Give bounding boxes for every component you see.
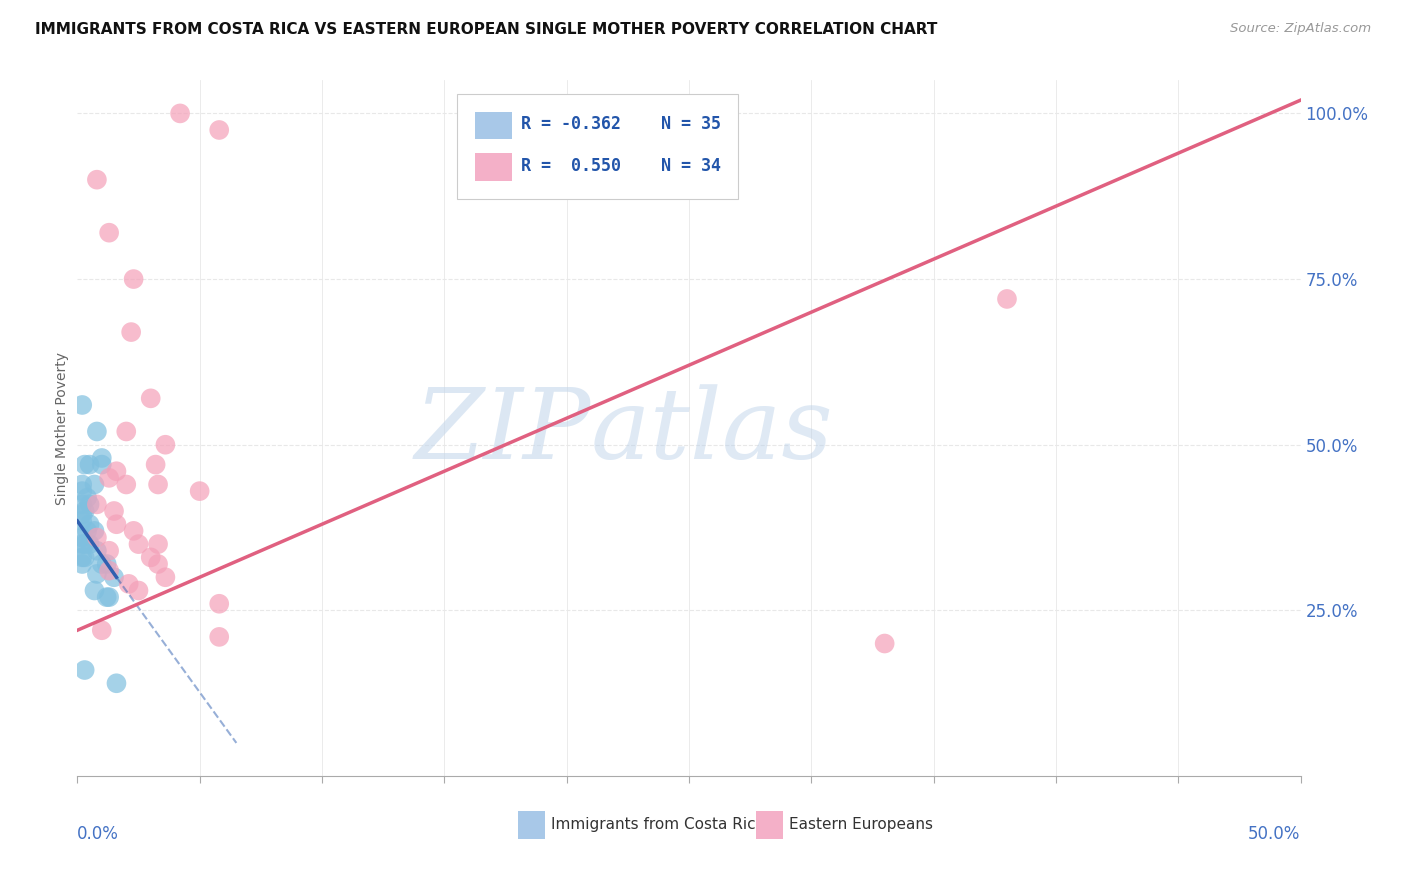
Point: [98, 471, 121, 485]
Point: [79, 497, 101, 511]
Y-axis label: Single Mother Poverty: Single Mother Poverty: [55, 351, 69, 505]
Text: R =  0.550    N = 34: R = 0.550 N = 34: [522, 157, 721, 175]
Point: [103, 504, 125, 518]
Point: [70, 550, 93, 565]
Point: [70, 484, 93, 499]
Text: Eastern Europeans: Eastern Europeans: [789, 817, 934, 832]
Point: [98, 564, 121, 578]
Point: [79, 458, 101, 472]
Point: [76, 491, 98, 505]
Point: [70, 398, 93, 412]
Point: [73, 663, 96, 677]
Point: [70, 537, 93, 551]
Bar: [756, 811, 783, 838]
Point: [70, 497, 93, 511]
Bar: [475, 153, 512, 181]
Point: [86, 566, 108, 581]
Bar: [475, 112, 512, 139]
Point: [118, 577, 141, 591]
Point: [115, 477, 138, 491]
Point: [208, 597, 231, 611]
Point: [96, 590, 118, 604]
Point: [103, 570, 125, 584]
Point: [155, 570, 177, 584]
Point: [90, 458, 112, 472]
Point: [873, 636, 896, 650]
Text: ZIP: ZIP: [415, 384, 591, 479]
Point: [122, 272, 145, 286]
Point: [98, 543, 121, 558]
Point: [105, 464, 128, 478]
Point: [155, 438, 177, 452]
Point: [105, 517, 128, 532]
Text: 50.0%: 50.0%: [1249, 825, 1301, 843]
Point: [120, 325, 142, 339]
Point: [90, 557, 112, 571]
Point: [98, 590, 121, 604]
Point: [169, 106, 191, 120]
Point: [139, 550, 162, 565]
Point: [73, 504, 96, 518]
Point: [128, 583, 150, 598]
Text: IMMIGRANTS FROM COSTA RICA VS EASTERN EUROPEAN SINGLE MOTHER POVERTY CORRELATION: IMMIGRANTS FROM COSTA RICA VS EASTERN EU…: [35, 22, 938, 37]
Point: [70, 514, 93, 528]
Point: [146, 557, 169, 571]
Point: [76, 524, 98, 538]
Bar: [517, 811, 544, 838]
Point: [146, 537, 169, 551]
Text: atlas: atlas: [591, 384, 834, 479]
Point: [83, 477, 105, 491]
Point: [208, 123, 231, 137]
Point: [188, 484, 211, 499]
Point: [98, 226, 121, 240]
Point: [128, 537, 150, 551]
Point: [70, 508, 93, 522]
Point: [73, 550, 96, 565]
Point: [105, 676, 128, 690]
Point: [83, 583, 105, 598]
Point: [139, 392, 162, 406]
Point: [86, 172, 108, 186]
Point: [122, 524, 145, 538]
Point: [70, 477, 93, 491]
Point: [86, 497, 108, 511]
Point: [83, 524, 105, 538]
Text: Immigrants from Costa Rica: Immigrants from Costa Rica: [551, 817, 765, 832]
Point: [86, 425, 108, 439]
Point: [70, 531, 93, 545]
Point: [115, 425, 138, 439]
Point: [90, 624, 112, 638]
Point: [96, 557, 118, 571]
Point: [86, 543, 108, 558]
Text: Source: ZipAtlas.com: Source: ZipAtlas.com: [1230, 22, 1371, 36]
Text: R = -0.362    N = 35: R = -0.362 N = 35: [522, 115, 721, 133]
Point: [70, 557, 93, 571]
Point: [90, 450, 112, 465]
Point: [79, 517, 101, 532]
FancyBboxPatch shape: [457, 95, 738, 199]
Text: 0.0%: 0.0%: [77, 825, 120, 843]
Point: [146, 477, 169, 491]
Point: [79, 537, 101, 551]
Point: [995, 292, 1018, 306]
Point: [86, 531, 108, 545]
Point: [73, 537, 96, 551]
Point: [73, 458, 96, 472]
Point: [145, 458, 167, 472]
Point: [208, 630, 231, 644]
